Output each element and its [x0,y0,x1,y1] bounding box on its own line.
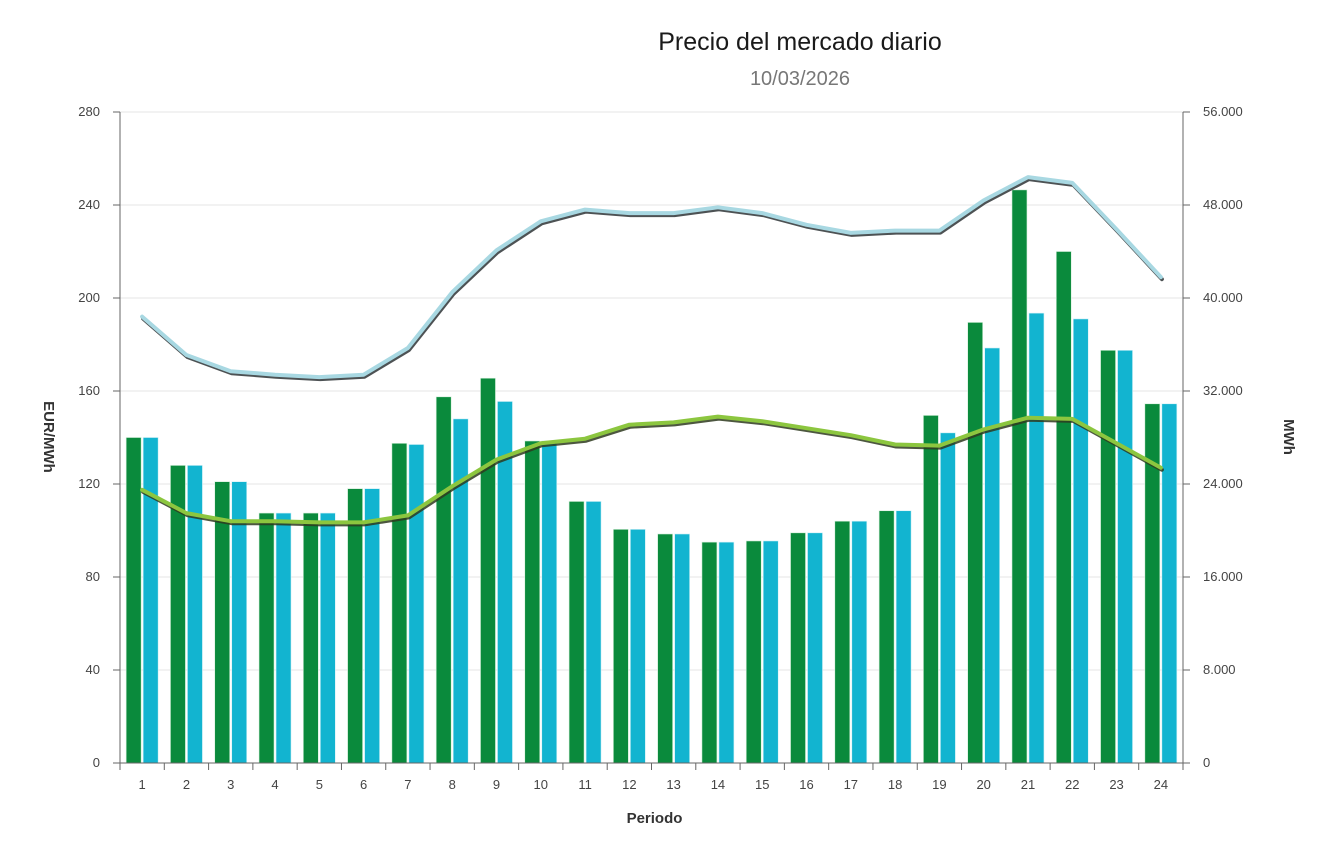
x-tick-label: 1 [139,777,146,792]
bar-green [125,437,142,764]
bar-green [303,512,319,764]
x-tick-label: 4 [271,777,278,792]
bar-green [878,510,895,764]
y-right-tick-label: 32.000 [1203,383,1243,398]
x-tick-label: 21 [1021,777,1035,792]
axes: 0408012016020024028008.00016.00024.00032… [40,104,1297,827]
bar-green [258,512,275,764]
bar-blue [984,347,1000,764]
bar-blue [541,440,558,764]
bar-green [1144,403,1161,764]
x-tick-label: 23 [1109,777,1123,792]
y-tick-label: 40 [86,662,100,677]
bar-blue [851,520,868,764]
x-tick-label: 8 [449,777,456,792]
bar-blue [674,533,690,764]
y-tick-label: 240 [78,197,100,212]
chart-title: Precio del mercado diario [658,28,942,56]
bar-green [834,520,851,764]
y-right-tick-label: 48.000 [1203,197,1243,212]
bar-green [391,443,408,764]
bar-green [967,322,983,764]
x-tick-label: 15 [755,777,769,792]
line-upper [140,175,1163,380]
bar-green [657,533,673,764]
bar-blue [187,465,203,764]
y-tick-label: 0 [93,755,100,770]
x-tick-label: 22 [1065,777,1079,792]
x-tick-label: 14 [711,777,725,792]
bar-blue [1161,403,1178,764]
bar-green [435,396,452,764]
bar-green [701,541,718,764]
x-tick-label: 2 [183,777,190,792]
bar-blue [320,512,336,764]
y-tick-label: 80 [86,569,100,584]
line-upper-shadow [141,177,1164,382]
line-lower [140,414,1163,525]
x-tick-label: 3 [227,777,234,792]
x-tick-label: 5 [316,777,323,792]
bar-green [790,532,806,764]
x-tick-label: 17 [844,777,858,792]
bar-blue [452,418,469,764]
y-right-tick-label: 0 [1203,755,1210,770]
x-tick-label: 13 [666,777,680,792]
x-tick-label: 6 [360,777,367,792]
bar-blue [1028,312,1045,764]
bar-blue [630,529,646,764]
bar-blue [1072,318,1089,764]
bar-blue [275,512,292,764]
bar-green [1055,251,1072,764]
x-tick-label: 7 [404,777,411,792]
bar-green [1011,189,1028,764]
bar-green [1100,350,1116,764]
line-series [140,175,1164,527]
bar-blue [762,540,779,764]
bar-green [347,488,363,764]
bar-blue [408,444,425,764]
x-tick-label: 24 [1154,777,1168,792]
x-tick-label: 20 [976,777,990,792]
bar-blue [585,501,602,764]
x-tick-label: 10 [534,777,548,792]
bar-series [125,189,1178,764]
y-right-tick-label: 8.000 [1203,662,1236,677]
line-lower-shadow [141,416,1164,527]
x-tick-label: 11 [578,777,592,792]
chart-subtitle: 10/03/2026 [749,68,851,90]
bar-green [923,415,939,764]
x-axis-title: Periodo [627,810,683,827]
grid-lines [120,111,1183,671]
bar-green [568,501,585,764]
bar-blue [940,432,956,764]
bar-blue [807,532,823,764]
bar-blue [895,510,912,764]
x-tick-label: 18 [888,777,902,792]
bar-green [745,540,762,764]
y-axis-title-right: MWh [1280,419,1297,455]
bar-blue [142,437,159,764]
x-tick-label: 19 [932,777,946,792]
y-tick-label: 120 [78,476,100,491]
bar-green [613,529,629,764]
bar-blue [364,488,380,764]
bar-blue [718,541,735,764]
y-tick-label: 200 [78,290,100,305]
bar-green [480,377,496,764]
y-axis-title-left: EUR/MWh [40,401,57,473]
x-tick-label: 9 [493,777,500,792]
x-tick-label: 16 [799,777,813,792]
bar-blue [1117,350,1133,764]
y-right-tick-label: 16.000 [1203,569,1243,584]
y-tick-label: 280 [78,104,100,119]
x-tick-label: 12 [622,777,636,792]
y-tick-label: 160 [78,383,100,398]
y-right-tick-label: 24.000 [1203,476,1243,491]
bar-green [524,440,541,764]
y-right-tick-label: 56.000 [1203,104,1243,119]
y-right-tick-label: 40.000 [1203,290,1243,305]
